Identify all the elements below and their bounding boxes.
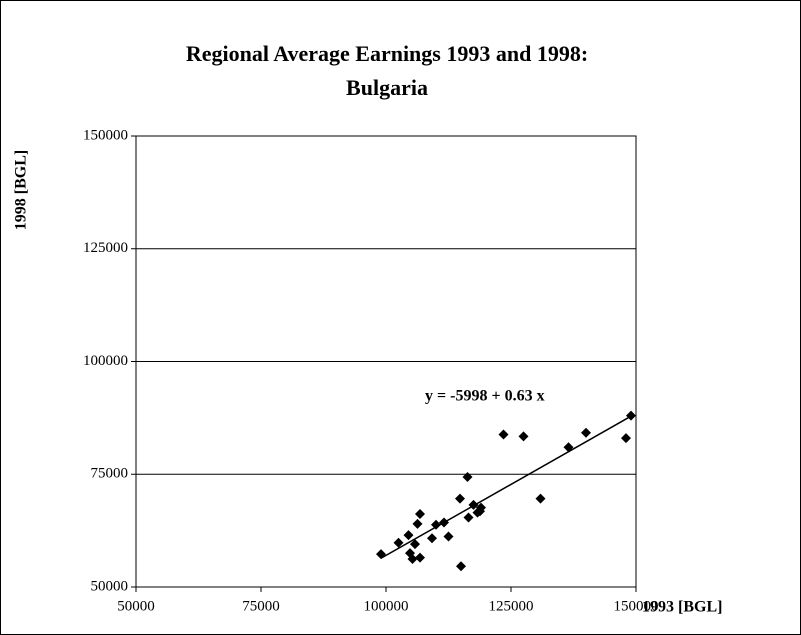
- data-point: [403, 530, 414, 541]
- data-point: [475, 506, 485, 517]
- data-point: [455, 493, 465, 504]
- data-point: [412, 518, 423, 529]
- data-point: [407, 554, 418, 565]
- data-point: [626, 410, 636, 421]
- y-axis-label: 1998 [BGL]: [13, 150, 30, 230]
- x-tick-label: 100000: [364, 598, 409, 614]
- y-tick-label: 50000: [91, 578, 129, 594]
- data-point: [410, 539, 420, 550]
- data-point: [415, 552, 425, 563]
- x-tick-label: 125000: [489, 598, 534, 614]
- data-point: [443, 531, 454, 542]
- data-point: [439, 517, 449, 528]
- data-point: [463, 512, 474, 523]
- data-point: [518, 431, 529, 442]
- data-point: [468, 499, 479, 510]
- x-tick-label: 150000: [614, 598, 659, 614]
- chart-title: Bulgaria: [346, 75, 428, 100]
- data-point: [535, 493, 546, 504]
- data-point: [376, 549, 386, 560]
- trend-line: [380, 415, 632, 559]
- y-tick-label: 75000: [91, 466, 129, 482]
- data-point: [563, 442, 574, 453]
- data-point: [393, 537, 404, 548]
- data-point: [431, 519, 441, 530]
- data-point: [581, 427, 591, 438]
- y-tick-label: 125000: [83, 240, 128, 256]
- data-point: [456, 561, 466, 572]
- data-point: [462, 471, 473, 482]
- chart-title: Regional Average Earnings 1993 and 1998:: [186, 41, 588, 66]
- trend-label: y = -5998 + 0.63 x: [425, 388, 545, 405]
- data-point: [427, 533, 437, 544]
- x-tick-label: 75000: [242, 598, 280, 614]
- data-point: [621, 433, 631, 444]
- y-tick-label: 150000: [83, 127, 128, 143]
- y-tick-label: 100000: [83, 353, 128, 369]
- data-point: [415, 508, 425, 519]
- data-point: [498, 429, 509, 440]
- x-tick-label: 50000: [117, 598, 155, 614]
- x-axis-label: 1993 [BGL]: [642, 599, 722, 616]
